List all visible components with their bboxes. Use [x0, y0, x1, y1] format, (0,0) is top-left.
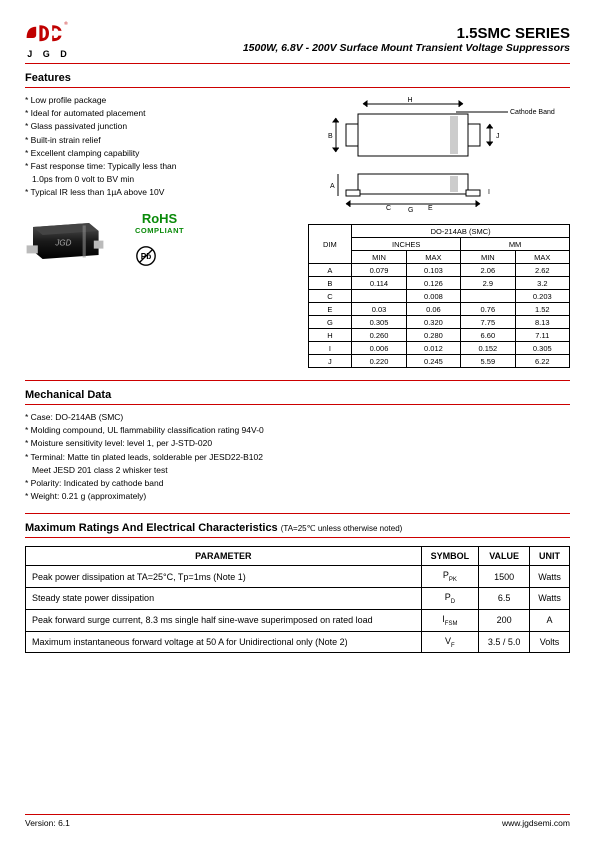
dim-row: I0.0060.0120.1520.305: [308, 342, 570, 355]
svg-text:G: G: [408, 207, 413, 214]
divider: [25, 513, 570, 514]
footer: Version: 6.1 www.jgdsemi.com: [25, 814, 570, 828]
feature-item: Fast response time: Typically less than: [25, 160, 288, 173]
col-symbol: SYMBOL: [421, 547, 479, 566]
section-features-title: Features: [25, 72, 570, 84]
dim-mm: MM: [461, 238, 570, 251]
mechanical-item: Terminal: Matte tin plated leads, solder…: [25, 451, 570, 464]
dim-row: B0.1140.1262.93.2: [308, 277, 570, 290]
package-diagram: H B J Cathode Band A: [308, 94, 568, 214]
mechanical-list: Case: DO-214AB (SMC)Molding compound, UL…: [25, 411, 570, 503]
divider: [25, 87, 570, 88]
svg-text:E: E: [428, 205, 433, 212]
header: ® J G D 1.5SMC SERIES 1500W, 6.8V - 200V…: [25, 20, 570, 59]
title-block: 1.5SMC SERIES 1500W, 6.8V - 200V Surface…: [243, 25, 570, 54]
col-param: PARAMETER: [26, 547, 422, 566]
logo-icon: ®: [25, 20, 73, 48]
ratings-row: Steady state power dissipation PD 6.5 Wa…: [26, 588, 570, 610]
chip-row: JGD RoHS COMPLIANT Pb: [25, 213, 288, 268]
feature-item: Low profile package: [25, 94, 288, 107]
svg-text:J: J: [496, 133, 500, 140]
ratings-row: Maximum instantaneous forward voltage at…: [26, 631, 570, 653]
dim-row: G0.3050.3207.758.13: [308, 316, 570, 329]
features-row: Low profile packageIdeal for automated p…: [25, 94, 570, 368]
divider: [25, 404, 570, 405]
section-mechanical-title: Mechanical Data: [25, 389, 570, 401]
rohs-text: RoHS: [135, 213, 184, 225]
dim-row: E0.030.060.761.52: [308, 303, 570, 316]
dim-max: MAX: [406, 251, 460, 264]
mechanical-item: Molding compound, UL flammability classi…: [25, 424, 570, 437]
divider: [25, 537, 570, 538]
diagram-col: H B J Cathode Band A: [308, 94, 571, 368]
feature-item: 1.0ps from 0 volt to BV min: [25, 173, 288, 186]
mechanical-item: Weight: 0.21 g (approximately): [25, 490, 570, 503]
compliance-col: RoHS COMPLIANT Pb: [135, 213, 184, 268]
pbfree-icon: Pb: [135, 245, 157, 267]
dim-min: MIN: [461, 251, 515, 264]
svg-text:B: B: [328, 133, 333, 140]
dim-row: J0.2200.2455.596.22: [308, 355, 570, 368]
svg-text:I: I: [488, 189, 490, 196]
rohs-sub: COMPLIANT: [135, 226, 184, 235]
chip-image: JGD: [25, 215, 105, 267]
col-unit: UNIT: [530, 547, 570, 566]
logo-letters: J G D: [27, 49, 71, 59]
feature-item: Typical IR less than 1µA above 10V: [25, 186, 288, 199]
dim-max: MAX: [515, 251, 569, 264]
page-title: 1.5SMC SERIES: [243, 25, 570, 42]
ratings-note: (TA=25℃ unless otherwise noted): [281, 524, 403, 533]
ratings-row: Peak power dissipation at TA=25°C, Tp=1m…: [26, 566, 570, 588]
page-subtitle: 1500W, 6.8V - 200V Surface Mount Transie…: [243, 42, 570, 54]
dim-min: MIN: [352, 251, 406, 264]
logo: ® J G D: [25, 20, 73, 59]
dim-row: H0.2600.2806.607.11: [308, 329, 570, 342]
dimension-table: DIM DO-214AB (SMC) INCHES MM MIN MAX MIN…: [308, 224, 571, 368]
dim-title: DO-214AB (SMC): [352, 225, 570, 238]
dim-inches: INCHES: [352, 238, 461, 251]
feature-item: Built-in strain relief: [25, 134, 288, 147]
ratings-heading: Maximum Ratings And Electrical Character…: [25, 522, 278, 534]
svg-text:JGD: JGD: [54, 238, 71, 247]
feature-item: Ideal for automated placement: [25, 107, 288, 120]
divider: [25, 380, 570, 381]
mechanical-item: Meet JESD 201 class 2 whisker test: [25, 464, 570, 477]
svg-text:C: C: [386, 205, 391, 212]
feature-item: Glass passivated junction: [25, 120, 288, 133]
ratings-table: PARAMETER SYMBOL VALUE UNIT Peak power d…: [25, 546, 570, 653]
mechanical-item: Polarity: Indicated by cathode band: [25, 477, 570, 490]
svg-text:H: H: [407, 97, 412, 104]
mechanical-item: Case: DO-214AB (SMC): [25, 411, 570, 424]
section-ratings-title: Maximum Ratings And Electrical Character…: [25, 522, 570, 534]
ratings-row: Peak forward surge current, 8.3 ms singl…: [26, 609, 570, 631]
dim-row: C0.0080.203: [308, 290, 570, 303]
svg-text:®: ®: [64, 20, 68, 27]
col-value: VALUE: [479, 547, 530, 566]
rohs-badge: RoHS COMPLIANT: [135, 213, 184, 234]
svg-text:A: A: [330, 183, 335, 190]
version-text: Version: 6.1: [25, 818, 70, 828]
svg-text:Cathode Band: Cathode Band: [510, 109, 555, 116]
divider: [25, 63, 570, 64]
mechanical-item: Moisture sensitivity level: level 1, per…: [25, 437, 570, 450]
feature-list: Low profile packageIdeal for automated p…: [25, 94, 288, 199]
dim-th: DIM: [308, 225, 352, 264]
dim-row: A0.0790.1032.062.62: [308, 264, 570, 277]
feature-item: Excellent clamping capability: [25, 147, 288, 160]
footer-url: www.jgdsemi.com: [502, 818, 570, 828]
features-col: Low profile packageIdeal for automated p…: [25, 94, 288, 368]
divider: [25, 814, 570, 815]
